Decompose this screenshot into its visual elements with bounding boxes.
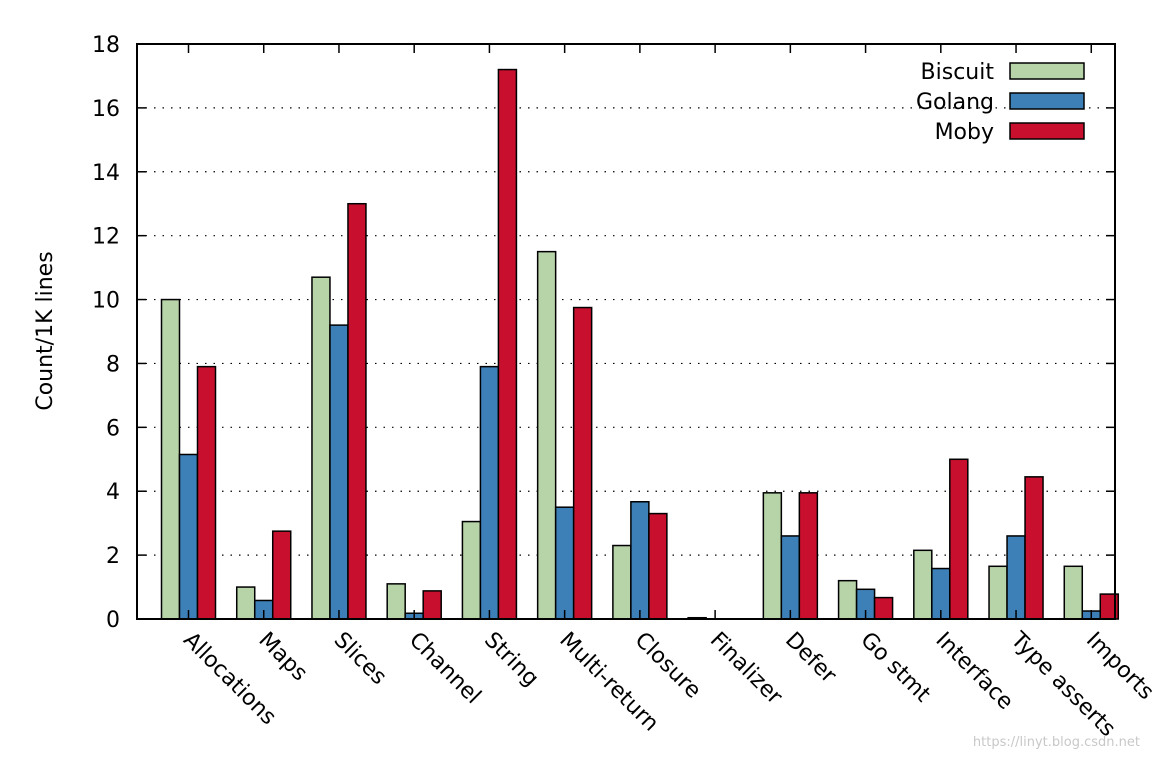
bar-moby-channel bbox=[422, 590, 442, 620]
y-tick-label: 4 bbox=[106, 480, 120, 505]
bar-biscuit-channel bbox=[386, 583, 406, 620]
legend-label-golang: Golang bbox=[916, 90, 994, 115]
bar-moby-defer bbox=[798, 492, 819, 620]
bar-moby-string bbox=[497, 68, 518, 620]
y-tick-label: 14 bbox=[92, 161, 120, 186]
bar-golang-slices bbox=[329, 324, 349, 620]
bar-golang-multi-return bbox=[554, 506, 575, 620]
bar-moby-allocations bbox=[196, 365, 217, 620]
legend-swatch-biscuit bbox=[1009, 62, 1085, 80]
bar-golang-allocations bbox=[178, 453, 199, 620]
grid-lines bbox=[137, 107, 1115, 556]
bar-golang-defer bbox=[780, 535, 801, 620]
bar-biscuit-slices bbox=[311, 276, 331, 620]
bar-moby-closure bbox=[648, 512, 668, 620]
y-axis-label: Count/1K lines bbox=[33, 251, 58, 410]
bar-biscuit-multi-return bbox=[536, 250, 557, 620]
bar-biscuit-interface bbox=[913, 549, 933, 620]
y-tick-label: 10 bbox=[92, 289, 120, 314]
bar-moby-go-stmt bbox=[873, 596, 894, 620]
watermark-text: https://linyt.blog.csdn.net bbox=[972, 735, 1140, 750]
bar-golang-type-asserts bbox=[1006, 535, 1026, 620]
bar-moby-multi-return bbox=[572, 306, 593, 620]
legend-label-moby: Moby bbox=[935, 120, 994, 145]
bar-biscuit-type-asserts bbox=[988, 565, 1008, 620]
x-tick-label: Defer bbox=[780, 628, 841, 689]
plot-frame bbox=[136, 43, 1116, 620]
x-tick-label: Maps bbox=[253, 628, 312, 687]
x-tick-label: String bbox=[479, 628, 543, 692]
bar-biscuit-go-stmt bbox=[837, 579, 858, 620]
legend: Biscuit Golang Moby bbox=[916, 60, 1085, 145]
x-tick-label: Channel bbox=[404, 628, 486, 710]
x-tick-label: Slices bbox=[329, 628, 391, 690]
y-tick-label: 6 bbox=[106, 416, 120, 441]
bar-golang-closure bbox=[630, 501, 650, 620]
y-tick-label: 0 bbox=[106, 608, 120, 633]
x-tick-label: Go stmt bbox=[855, 628, 935, 708]
bar-moby-slices bbox=[347, 202, 367, 620]
bar-biscuit-string bbox=[461, 520, 482, 620]
bar-moby-interface bbox=[949, 458, 969, 620]
y-axis-ticks: 0 2 4 6 8 10 12 14 16 18 bbox=[92, 33, 1115, 633]
bar-biscuit-imports bbox=[1063, 565, 1084, 620]
bar-biscuit-closure bbox=[612, 544, 632, 620]
bar-golang-string bbox=[479, 365, 500, 620]
y-tick-label: 12 bbox=[92, 225, 120, 250]
legend-swatch-golang bbox=[1009, 92, 1085, 110]
bar-marks bbox=[160, 68, 1120, 620]
y-tick-label: 16 bbox=[92, 97, 120, 122]
bar-biscuit-maps bbox=[235, 586, 256, 620]
bar-moby-maps bbox=[271, 530, 292, 620]
y-tick-label: 2 bbox=[106, 544, 120, 569]
y-tick-label: 8 bbox=[106, 352, 120, 377]
x-tick-label: Interface bbox=[931, 628, 1018, 715]
legend-swatch-moby bbox=[1009, 122, 1085, 140]
y-tick-label: 18 bbox=[92, 33, 120, 58]
x-tick-label: Imports bbox=[1081, 628, 1152, 705]
bar-biscuit-allocations bbox=[160, 298, 181, 620]
x-tick-label: Finalizer bbox=[705, 628, 788, 711]
legend-label-biscuit: Biscuit bbox=[921, 60, 995, 85]
bar-biscuit-defer bbox=[762, 492, 783, 620]
bar-moby-type-asserts bbox=[1024, 476, 1044, 620]
x-tick-label: Closure bbox=[630, 628, 706, 704]
